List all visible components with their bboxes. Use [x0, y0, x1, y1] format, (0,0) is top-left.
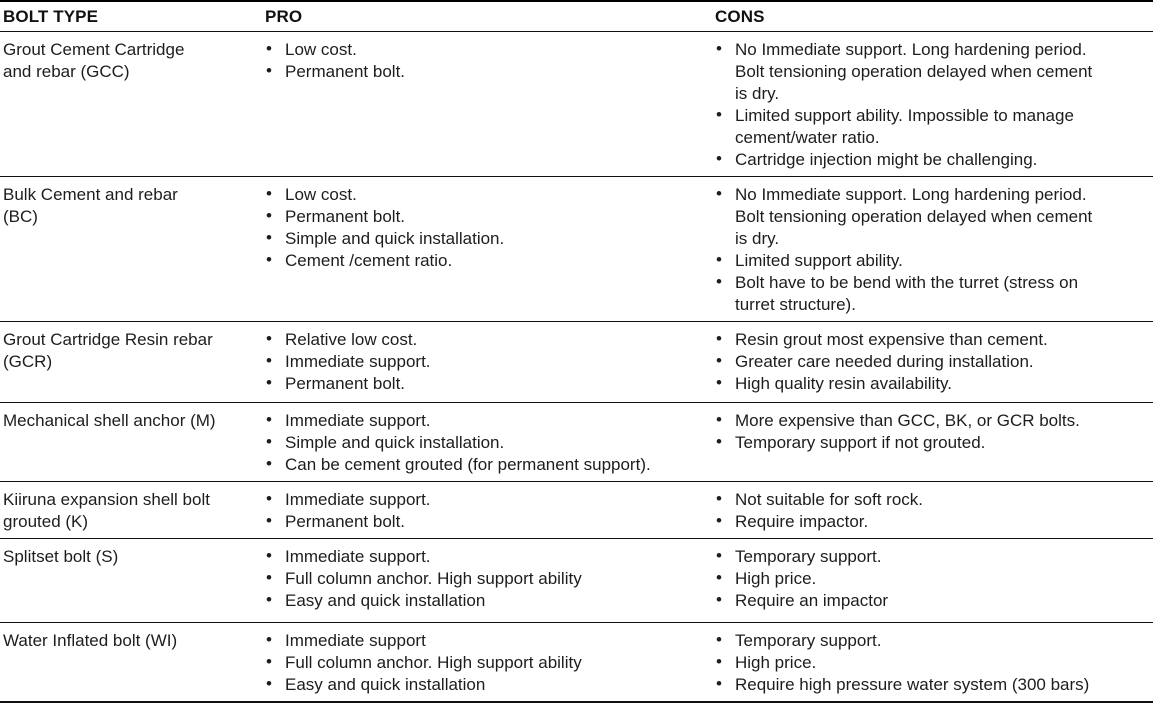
bolt-type-cell: Kiiruna expansion shell bolt grouted (K) — [0, 481, 262, 539]
cons-cell: Resin grout most expensive than cement. … — [712, 321, 1153, 403]
cons-cell: Not suitable for soft rock. Require impa… — [712, 481, 1153, 539]
list-item: Limited support ability. — [712, 249, 1153, 272]
list-item: Immediate support — [262, 629, 712, 652]
pro-cell: Immediate support. Permanent bolt. — [262, 481, 712, 539]
list-item: Permanent bolt. — [262, 205, 712, 228]
cons-cell: No Immediate support. Long hardening per… — [712, 176, 1153, 322]
list-item: Permanent bolt. — [262, 60, 712, 83]
cons-list: Temporary support. High price. Require h… — [712, 629, 1153, 696]
pro-list: Immediate support. Permanent bolt. — [262, 488, 712, 533]
list-item: No Immediate support. Long hardening per… — [712, 183, 1153, 250]
table-row: Mechanical shell anchor (M) Immediate su… — [0, 402, 1153, 482]
list-item: Can be cement grouted (for permanent sup… — [262, 453, 712, 476]
cons-list: No Immediate support. Long hardening per… — [712, 38, 1153, 171]
list-item: Permanent bolt. — [262, 372, 712, 395]
list-item: Not suitable for soft rock. — [712, 488, 1153, 511]
list-item: Require high pressure water system (300 … — [712, 673, 1153, 696]
list-item: Cement /cement ratio. — [262, 249, 712, 272]
list-item: Low cost. — [262, 38, 712, 61]
list-item: Relative low cost. — [262, 328, 712, 351]
list-item: Cartridge injection might be challenging… — [712, 148, 1153, 171]
pro-cell: Immediate support. Full column anchor. H… — [262, 538, 712, 623]
bolt-type-cell: Splitset bolt (S) — [0, 538, 262, 623]
cons-list: Resin grout most expensive than cement. … — [712, 328, 1153, 395]
list-item: Easy and quick installation — [262, 589, 712, 612]
pro-list: Immediate support. Full column anchor. H… — [262, 545, 712, 612]
list-item: Limited support ability. Impossible to m… — [712, 104, 1153, 149]
list-item: Easy and quick installation — [262, 673, 712, 696]
pro-cell: Relative low cost. Immediate support. Pe… — [262, 321, 712, 403]
column-header-pro: PRO — [262, 1, 712, 32]
cons-list: No Immediate support. Long hardening per… — [712, 183, 1153, 316]
list-item: Immediate support. — [262, 545, 712, 568]
list-item: Permanent bolt. — [262, 510, 712, 533]
list-item: Bolt have to be bend with the turret (st… — [712, 271, 1153, 316]
bolt-type-cell: Water Inflated bolt (WI) — [0, 622, 262, 703]
cons-cell: Temporary support. High price. Require a… — [712, 538, 1153, 623]
list-item: High price. — [712, 651, 1153, 674]
pro-list: Low cost. Permanent bolt. Simple and qui… — [262, 183, 712, 272]
cons-cell: No Immediate support. Long hardening per… — [712, 31, 1153, 177]
list-item: Greater care needed during installation. — [712, 350, 1153, 373]
pro-list: Relative low cost. Immediate support. Pe… — [262, 328, 712, 395]
list-item: No Immediate support. Long hardening per… — [712, 38, 1153, 105]
bolt-type-cell: Mechanical shell anchor (M) — [0, 402, 262, 482]
cons-cell: More expensive than GCC, BK, or GCR bolt… — [712, 402, 1153, 482]
list-item: Require an impactor — [712, 589, 1153, 612]
column-header-bolt-type: BOLT TYPE — [0, 1, 262, 32]
bolt-type-cell: Grout Cartridge Resin rebar (GCR) — [0, 321, 262, 403]
list-item: Immediate support. — [262, 350, 712, 373]
cons-list: Not suitable for soft rock. Require impa… — [712, 488, 1153, 533]
table-row: Kiiruna expansion shell bolt grouted (K)… — [0, 481, 1153, 539]
list-item: Simple and quick installation. — [262, 227, 712, 250]
table-row: Water Inflated bolt (WI) Immediate suppo… — [0, 622, 1153, 703]
list-item: Immediate support. — [262, 488, 712, 511]
cons-list: More expensive than GCC, BK, or GCR bolt… — [712, 409, 1153, 454]
list-item: Full column anchor. High support ability — [262, 567, 712, 590]
pro-cell: Low cost. Permanent bolt. — [262, 31, 712, 177]
table-row: Splitset bolt (S) Immediate support. Ful… — [0, 538, 1153, 623]
list-item: Low cost. — [262, 183, 712, 206]
header-row: BOLT TYPE PRO CONS — [0, 1, 1153, 32]
pro-list: Low cost. Permanent bolt. — [262, 38, 712, 83]
list-item: More expensive than GCC, BK, or GCR bolt… — [712, 409, 1153, 432]
list-item: Temporary support. — [712, 629, 1153, 652]
list-item: Resin grout most expensive than cement. — [712, 328, 1153, 351]
list-item: Simple and quick installation. — [262, 431, 712, 454]
list-item: High price. — [712, 567, 1153, 590]
table-row: Grout Cement Cartridge and rebar (GCC) L… — [0, 31, 1153, 177]
bolt-type-cell: Bulk Cement and rebar (BC) — [0, 176, 262, 322]
pro-list: Immediate support. Simple and quick inst… — [262, 409, 712, 476]
bolt-type-cell: Grout Cement Cartridge and rebar (GCC) — [0, 31, 262, 177]
list-item: Temporary support if not grouted. — [712, 431, 1153, 454]
list-item: Immediate support. — [262, 409, 712, 432]
list-item: Full column anchor. High support ability — [262, 651, 712, 674]
pro-cell: Low cost. Permanent bolt. Simple and qui… — [262, 176, 712, 322]
column-header-cons: CONS — [712, 1, 1153, 32]
pro-list: Immediate support Full column anchor. Hi… — [262, 629, 712, 696]
cons-list: Temporary support. High price. Require a… — [712, 545, 1153, 612]
table-row: Bulk Cement and rebar (BC) Low cost. Per… — [0, 176, 1153, 322]
pro-cell: Immediate support. Simple and quick inst… — [262, 402, 712, 482]
list-item: Temporary support. — [712, 545, 1153, 568]
table-row: Grout Cartridge Resin rebar (GCR) Relati… — [0, 321, 1153, 403]
list-item: High quality resin availability. — [712, 372, 1153, 395]
cons-cell: Temporary support. High price. Require h… — [712, 622, 1153, 703]
list-item: Require impactor. — [712, 510, 1153, 533]
pro-cell: Immediate support Full column anchor. Hi… — [262, 622, 712, 703]
